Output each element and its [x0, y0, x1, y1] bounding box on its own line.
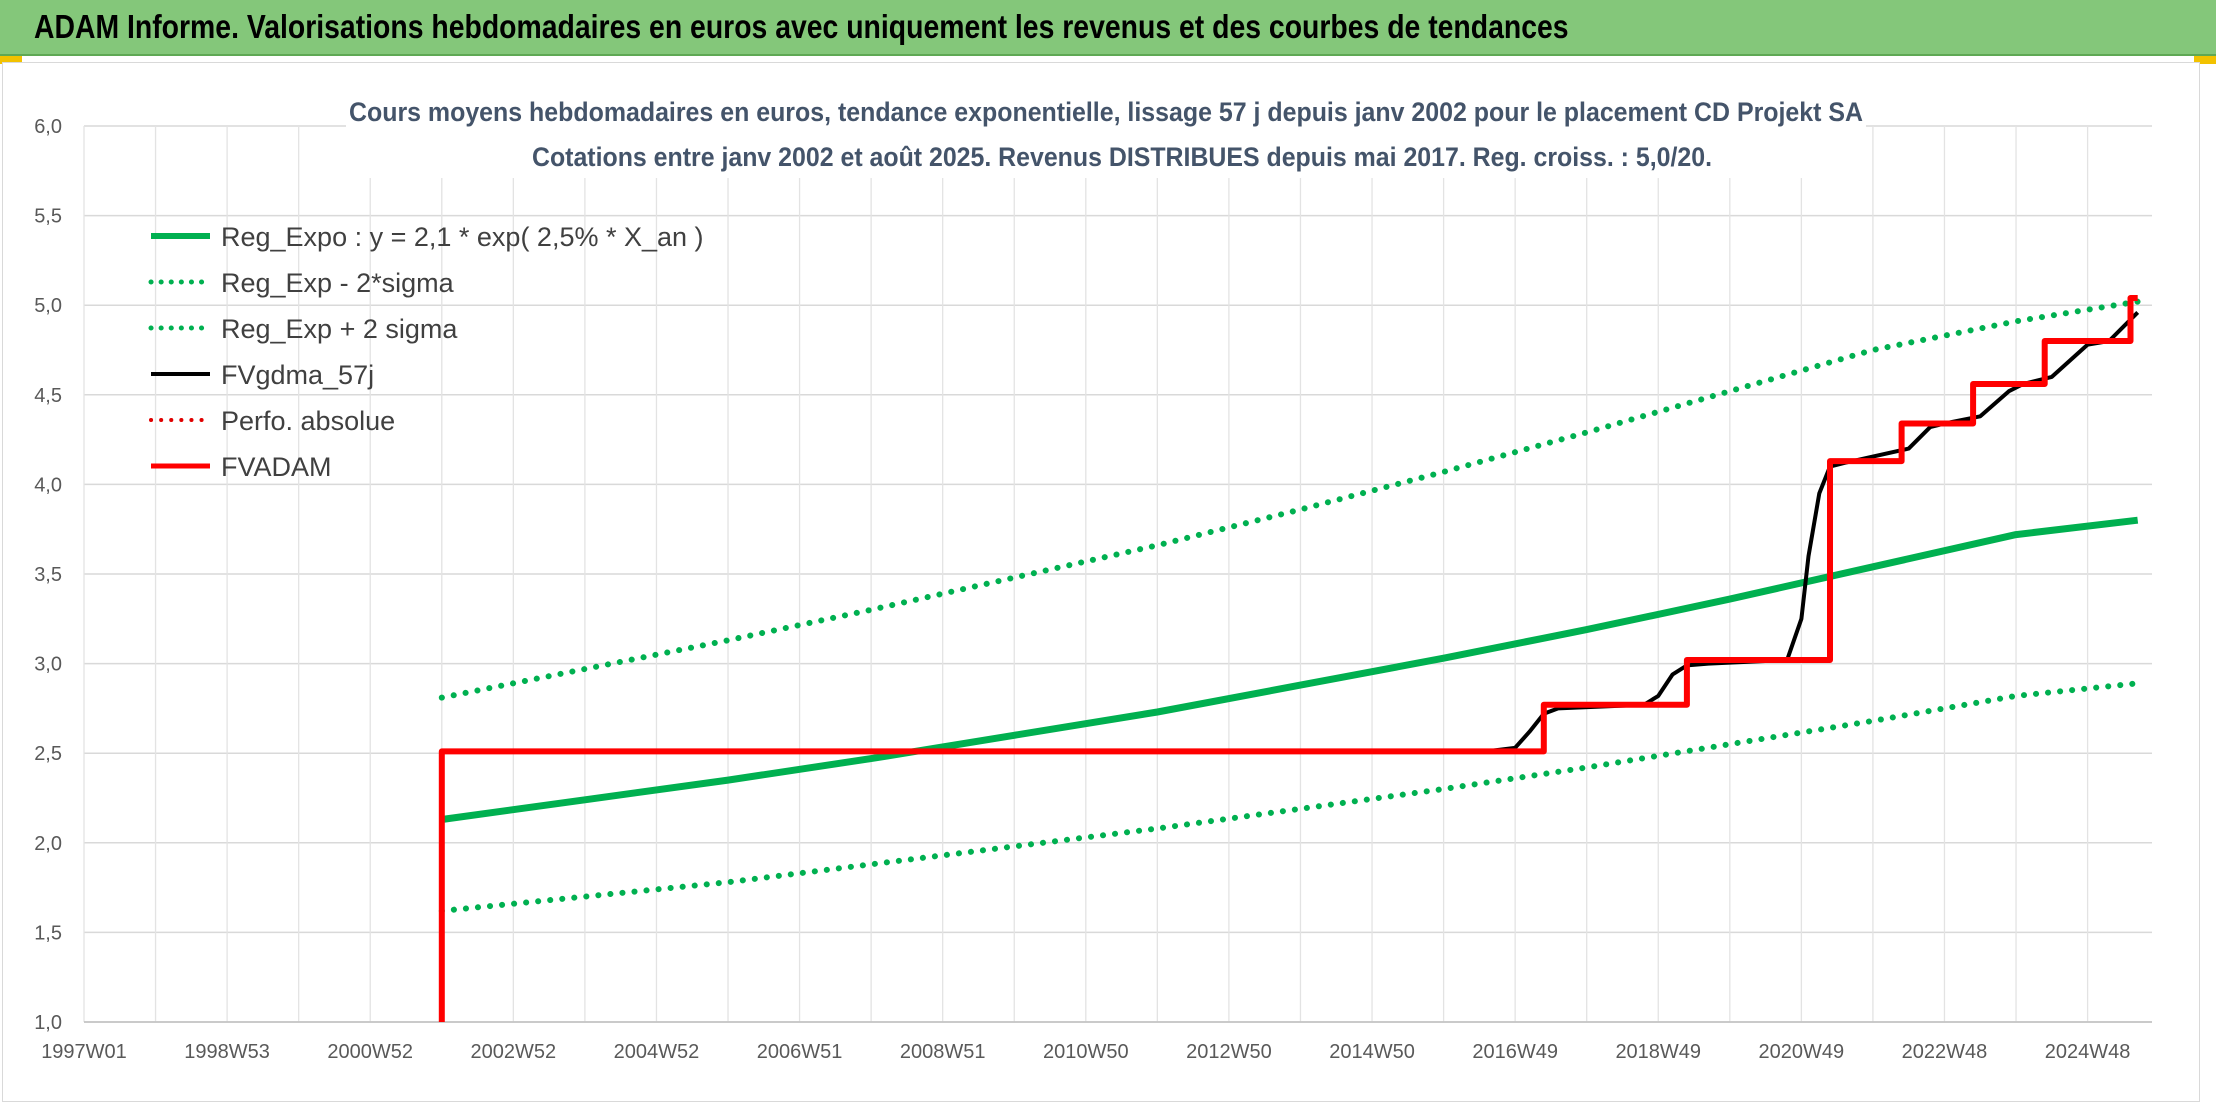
- x-tick-label: 2016W49: [1472, 1041, 1558, 1063]
- y-tick-label: 3,5: [34, 564, 62, 586]
- x-tick-label: 1998W53: [184, 1041, 270, 1063]
- y-tick-label: 2,0: [34, 833, 62, 855]
- chart-title: Cours moyens hebdomadaires en euros, ten…: [349, 97, 1863, 127]
- x-tick-label: 2018W49: [1615, 1041, 1701, 1063]
- series-line-0: [441, 516, 2139, 823]
- legend-label: Reg_Expo : y = 2,1 * exp( 2,5% * X_an ): [221, 222, 704, 252]
- chart-title-block: Cours moyens hebdomadaires en euros, ten…: [346, 86, 1866, 178]
- y-tick-label: 3,0: [34, 654, 62, 676]
- chart-title-background: [346, 86, 1866, 178]
- x-tick-label: 2020W49: [1759, 1041, 1845, 1063]
- y-tick-label: 1,5: [34, 922, 62, 944]
- legend: Reg_Expo : y = 2,1 * exp( 2,5% * X_an ) R…: [148, 222, 704, 482]
- x-tick-label: 2004W52: [614, 1041, 700, 1063]
- x-tick-label: 1997W01: [41, 1041, 127, 1063]
- y-tick-label: 5,5: [34, 206, 62, 228]
- y-tick-label: 5,0: [34, 295, 62, 317]
- x-tick-label: 2006W51: [757, 1041, 843, 1063]
- chart-area: [2, 62, 2200, 1102]
- y-tick-label: 4,5: [34, 385, 62, 407]
- x-tick-label: 2000W52: [327, 1041, 413, 1063]
- legend-label: Reg_Exp + 2 sigma: [221, 314, 458, 344]
- legend-label: Reg_Exp - 2*sigma: [221, 268, 455, 298]
- x-tick-label: 2024W48: [2045, 1041, 2131, 1063]
- x-tick-label: 2014W50: [1329, 1041, 1415, 1063]
- x-tick-label: 2010W50: [1043, 1041, 1129, 1063]
- y-tick-label: 1,0: [34, 1012, 62, 1034]
- series-line-5: [438, 295, 2138, 1022]
- legend-label: FVADAM: [221, 452, 332, 482]
- legend-label: Perfo. absolue: [221, 406, 395, 436]
- report-title: ADAM Informe. Valorisations hebdomadaire…: [34, 8, 1569, 45]
- x-tick-label: 2012W50: [1186, 1041, 1272, 1063]
- x-tick-label: 2008W51: [900, 1041, 986, 1063]
- series-line-3: [441, 310, 2140, 754]
- series-line-2: [438, 298, 2141, 701]
- legend-label: FVgdma_57j: [221, 360, 374, 390]
- x-tick-label: 2022W48: [1902, 1041, 1988, 1063]
- series-lines: [438, 295, 2141, 1022]
- series-line-1: [438, 680, 2141, 914]
- x-tick-label: 2002W52: [471, 1041, 557, 1063]
- corner-mark-left: [0, 56, 22, 64]
- report-banner: ADAM Informe. Valorisations hebdomadaire…: [0, 0, 2216, 56]
- corner-mark-right: [2194, 56, 2216, 64]
- chart-subtitle: Cotations entre janv 2002 et août 2025. …: [532, 142, 1712, 172]
- y-tick-label: 2,5: [34, 743, 62, 765]
- y-tick-label: 4,0: [34, 474, 62, 496]
- x-axis-ticks: 1997W01 1998W53 2000W52 2002W52 2004W52 2006W…: [41, 1041, 2130, 1063]
- y-axis-ticks: 1,0 1,5 2,0 2,5 3,0 3,5 4,0 4,5 5,0 5,5 6,0: [34, 116, 62, 1034]
- y-tick-label: 6,0: [34, 116, 62, 138]
